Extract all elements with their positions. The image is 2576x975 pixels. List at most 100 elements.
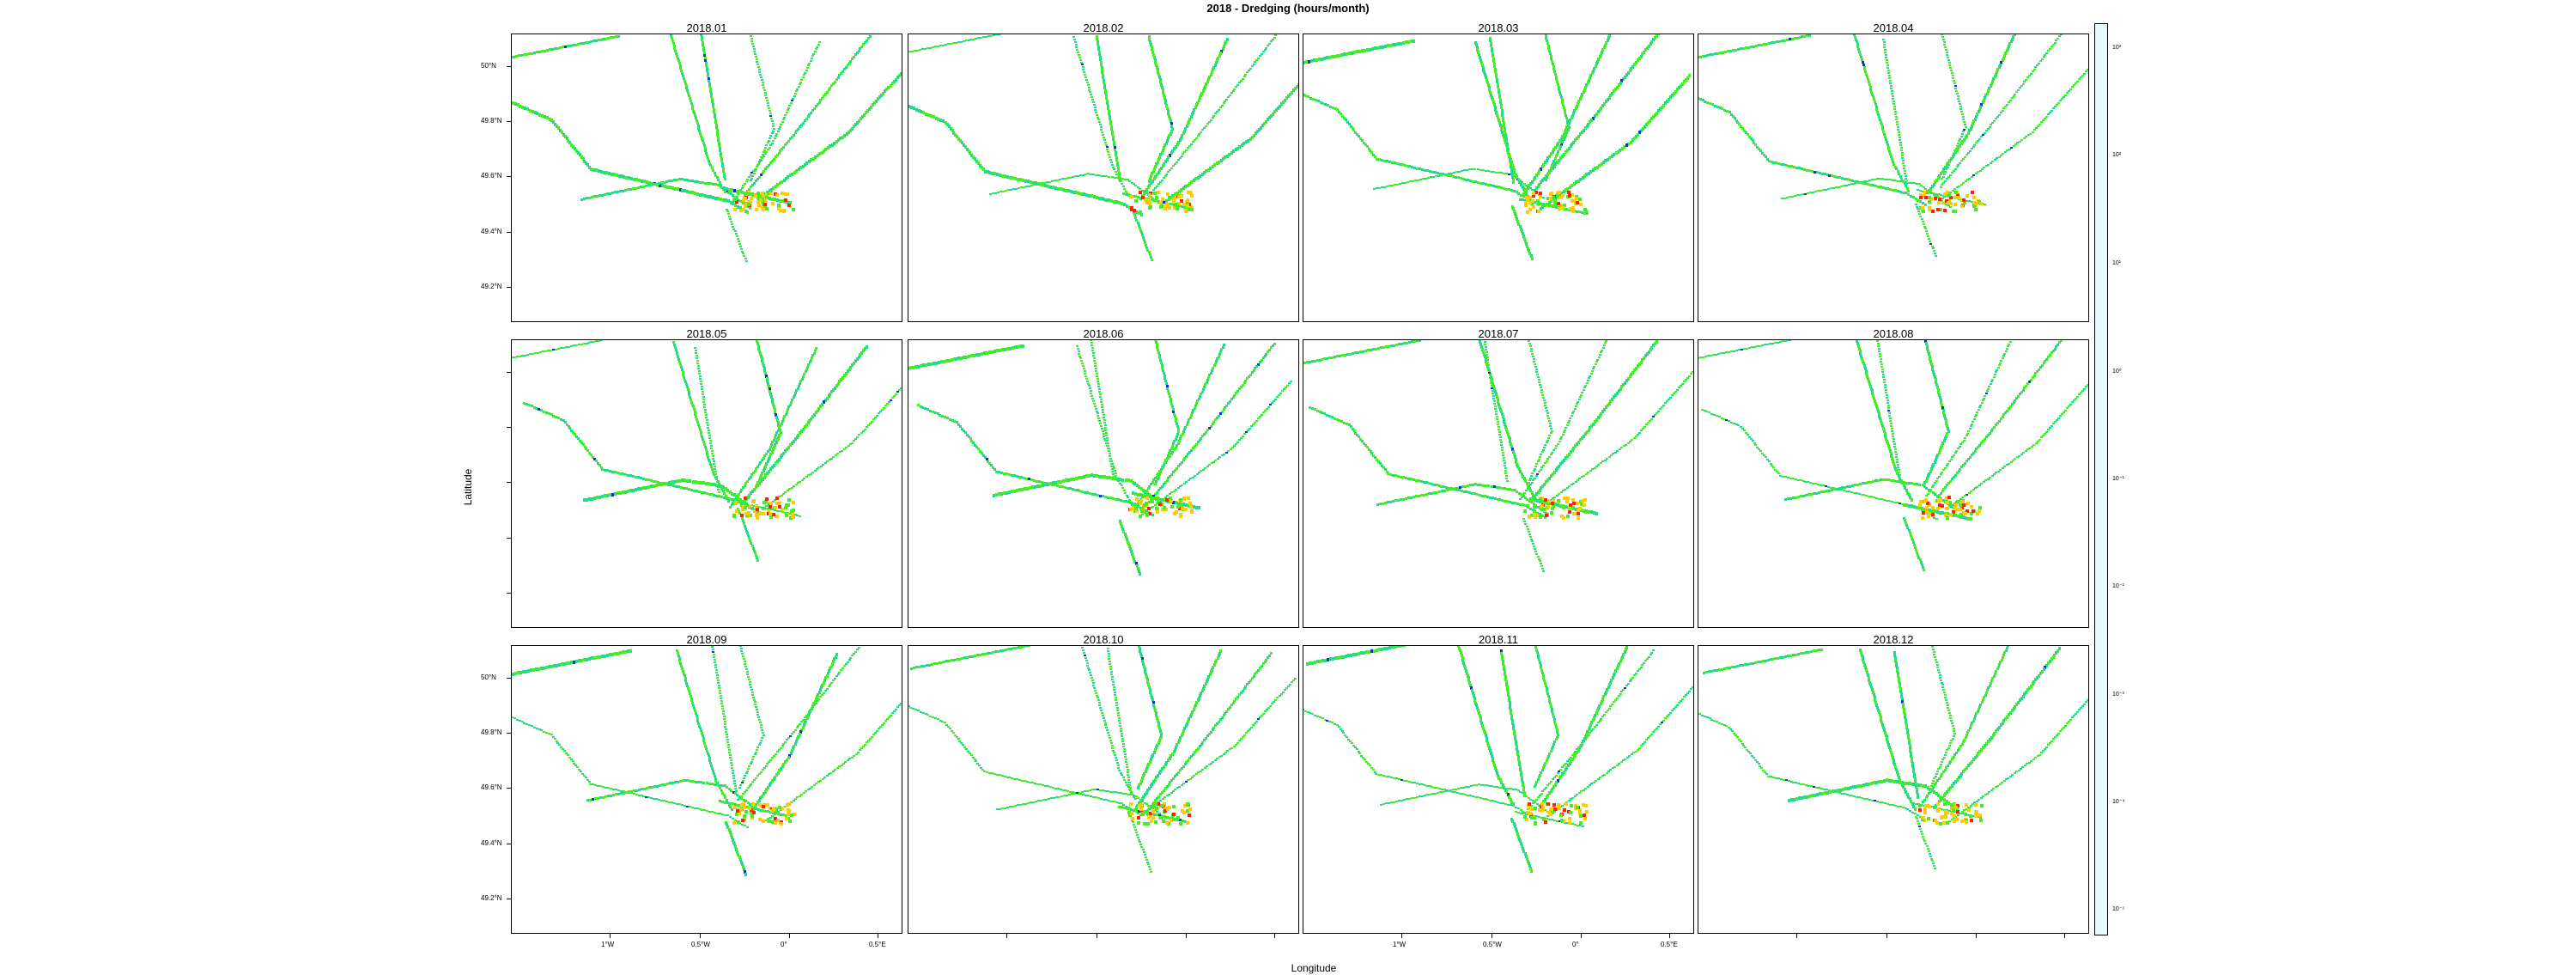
hotspot-cell — [769, 505, 772, 509]
track-cell — [1522, 198, 1524, 201]
track-cell — [1121, 527, 1124, 531]
track-cell — [1238, 145, 1241, 149]
track-cell — [846, 132, 848, 136]
track-cell — [1501, 131, 1504, 134]
track-cell — [743, 503, 745, 504]
track-cell — [1434, 171, 1437, 174]
track-cell — [1263, 122, 1266, 125]
track-cell — [990, 35, 993, 37]
track-cell — [1640, 55, 1643, 58]
track-cell — [911, 51, 914, 52]
track-cell — [1522, 495, 1525, 497]
track-cell — [1799, 194, 1801, 196]
track-cell — [789, 404, 792, 406]
track-cell — [566, 137, 568, 140]
track-cell — [1221, 105, 1224, 107]
track-layer — [1698, 34, 2088, 257]
track-cell — [1883, 44, 1886, 46]
track-cell — [1899, 142, 1902, 143]
track-cell — [1112, 476, 1115, 478]
track-cell — [1079, 357, 1082, 359]
track-cell — [1573, 109, 1576, 113]
track-cell — [550, 350, 552, 351]
track-cell — [766, 472, 769, 475]
track-cell — [1956, 145, 1959, 147]
track-cell — [1990, 124, 1992, 125]
track-cell — [679, 188, 682, 192]
track-cell — [975, 353, 978, 356]
track-cell — [1644, 354, 1647, 357]
track-cell — [694, 192, 696, 195]
track-cell — [1425, 481, 1428, 484]
track-cell — [1248, 375, 1250, 378]
track-cell — [1117, 498, 1120, 501]
track-cell — [1075, 46, 1078, 48]
track-cell — [1604, 342, 1607, 344]
track-cell — [1084, 74, 1086, 76]
track-cell — [1218, 456, 1221, 458]
track-cell — [1893, 106, 1896, 107]
track-cell — [1110, 463, 1113, 465]
track-cell — [1607, 36, 1610, 40]
track-cell — [782, 417, 785, 420]
track-cell — [1958, 140, 1960, 142]
track-cell — [1126, 495, 1128, 497]
track-cell — [1106, 149, 1109, 150]
track-cell — [1100, 61, 1103, 64]
track-cell — [708, 459, 710, 461]
track-cell — [606, 469, 609, 472]
track-cell — [1876, 111, 1879, 113]
track-cell — [751, 545, 754, 547]
track-cell — [1156, 346, 1158, 349]
track-cell — [763, 369, 766, 373]
track-cell — [1238, 387, 1241, 390]
track-cell — [942, 45, 945, 46]
track-cell — [1107, 497, 1109, 499]
track-cell — [1384, 45, 1387, 48]
track-cell — [1624, 76, 1626, 79]
track-cell — [1954, 88, 1957, 89]
track-cell — [1095, 174, 1097, 176]
track-cell — [1103, 198, 1105, 201]
track-cell — [1484, 495, 1486, 497]
track-cell — [767, 460, 769, 463]
track-cell — [1944, 166, 1947, 169]
track-cell — [1166, 457, 1169, 460]
track-cell — [702, 441, 705, 443]
track-cell — [757, 66, 760, 68]
track-cell — [1492, 393, 1494, 394]
track-cell — [1504, 500, 1506, 503]
track-cell — [829, 87, 831, 89]
track-cell — [1581, 436, 1583, 440]
track-cell — [843, 374, 846, 377]
track-cell — [721, 162, 724, 165]
track-cell — [1178, 190, 1181, 193]
track-cell — [1039, 484, 1042, 488]
track-cell — [1162, 88, 1164, 92]
track-cell — [751, 175, 754, 177]
track-cell — [1698, 56, 1699, 58]
track-cell — [1886, 179, 1889, 180]
track-cell — [744, 183, 746, 185]
track-cell — [1148, 251, 1151, 253]
track-cell — [691, 107, 694, 110]
track-cell — [782, 493, 785, 495]
track-cell — [1129, 547, 1132, 551]
track-cell — [691, 180, 694, 182]
track-cell — [827, 146, 829, 149]
track-cell — [707, 157, 709, 160]
track-cell — [1167, 109, 1170, 113]
track-cell — [830, 458, 833, 460]
track-cell — [1362, 350, 1364, 353]
track-cell — [1453, 172, 1455, 174]
track-cell — [1506, 480, 1509, 482]
track-cell — [1947, 176, 1950, 178]
track-cell — [601, 468, 604, 471]
track-cell — [750, 473, 753, 476]
track-cell — [779, 181, 781, 185]
track-cell — [742, 486, 744, 489]
track-cell — [875, 100, 878, 103]
track-cell — [1591, 370, 1594, 372]
track-cell — [1931, 246, 1934, 247]
track-cell — [1262, 411, 1265, 413]
